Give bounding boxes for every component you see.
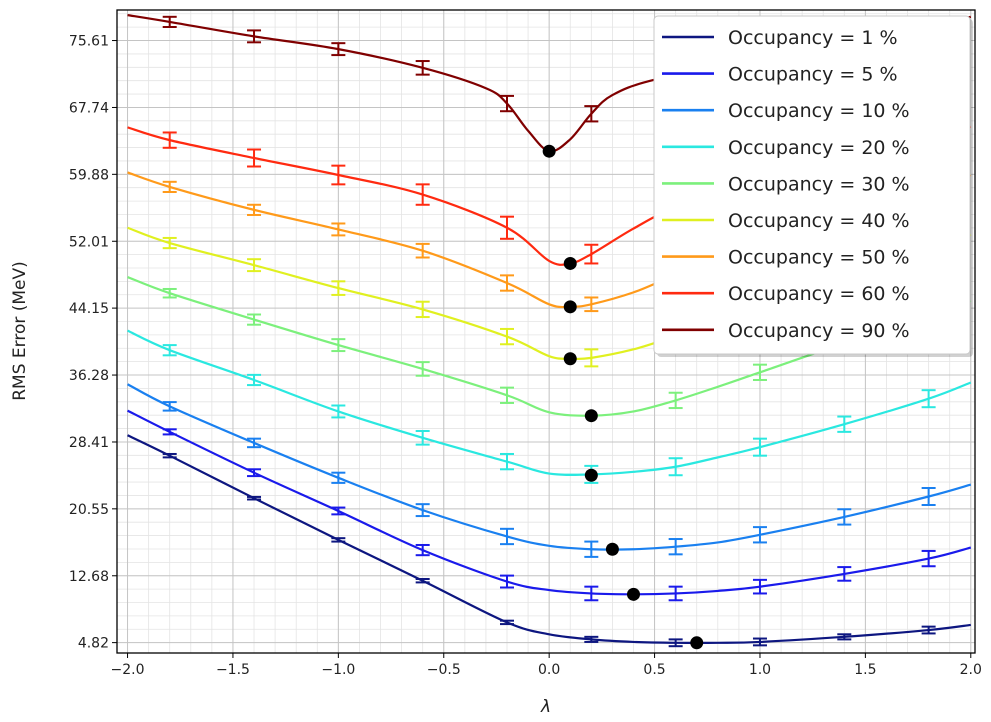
y-tick-label: 36.28 [69,368,109,384]
minimum-marker-5 [584,409,598,423]
legend-label-2: Occupancy = 5 % [728,64,898,86]
minimum-markers [542,144,704,650]
x-tick-label: 0.5 [643,662,665,678]
legend-entries: Occupancy = 1 % Occupancy = 5 % Occupancy … [662,27,910,342]
x-tick-label: 1.5 [854,662,876,678]
legend-label-7: Occupancy = 50 % [728,247,910,269]
x-tick-label: −1.5 [216,662,250,678]
legend-box [653,15,971,355]
x-tick-label: −0.5 [427,662,461,678]
y-tick-label: 75.61 [69,34,109,50]
x-axis-ticks: −2.0 −1.5 −1.0 −0.5 0.0 0.5 1.0 1.5 2.0 [111,653,982,678]
y-tick-label: 4.82 [78,636,109,652]
x-tick-label: 0.0 [538,662,560,678]
x-tick-label: 2.0 [960,662,982,678]
legend-label-4: Occupancy = 20 % [728,137,910,159]
x-axis-title: λ [540,697,551,717]
y-tick-label: 20.55 [69,502,109,518]
x-tick-label: 1.0 [749,662,771,678]
minimum-marker-8 [563,256,577,270]
y-tick-label: 12.68 [69,569,109,585]
x-tick-label: −1.0 [321,662,355,678]
legend-label-9: Occupancy = 90 % [728,320,910,342]
legend: Occupancy = 1 % Occupancy = 5 % Occupancy … [653,15,973,357]
legend-label-5: Occupancy = 30 % [728,173,910,195]
minimum-marker-2 [626,587,640,601]
plot-frame [116,9,976,654]
y-axis-ticks: 4.82 12.68 20.55 28.41 36.28 44.15 52.01 59.88 6… [69,34,117,652]
series-line-2 [127,409,972,596]
series-errorbars [162,15,936,648]
minimum-marker-9 [542,144,556,158]
legend-label-1: Occupancy = 1 % [728,27,898,49]
legend-label-6: Occupancy = 40 % [728,210,910,232]
y-tick-label: 44.15 [69,301,109,317]
y-tick-label: 28.41 [69,435,109,451]
series-line-1 [127,434,971,644]
y-axis-title: RMS Error (MeV) [10,261,30,401]
y-tick-label: 67.74 [69,100,109,116]
y-tick-label: 59.88 [69,167,109,183]
minimum-marker-1 [690,636,704,650]
series-line-3 [127,383,972,551]
y-tick-label: 52.01 [69,234,109,250]
legend-label-8: Occupancy = 60 % [728,283,910,305]
minimum-marker-6 [563,352,577,366]
minimum-marker-3 [605,542,619,556]
x-tick-label: −2.0 [111,662,145,678]
minimum-marker-7 [563,300,577,314]
minimum-marker-4 [584,468,598,482]
legend-label-3: Occupancy = 10 % [728,100,910,122]
